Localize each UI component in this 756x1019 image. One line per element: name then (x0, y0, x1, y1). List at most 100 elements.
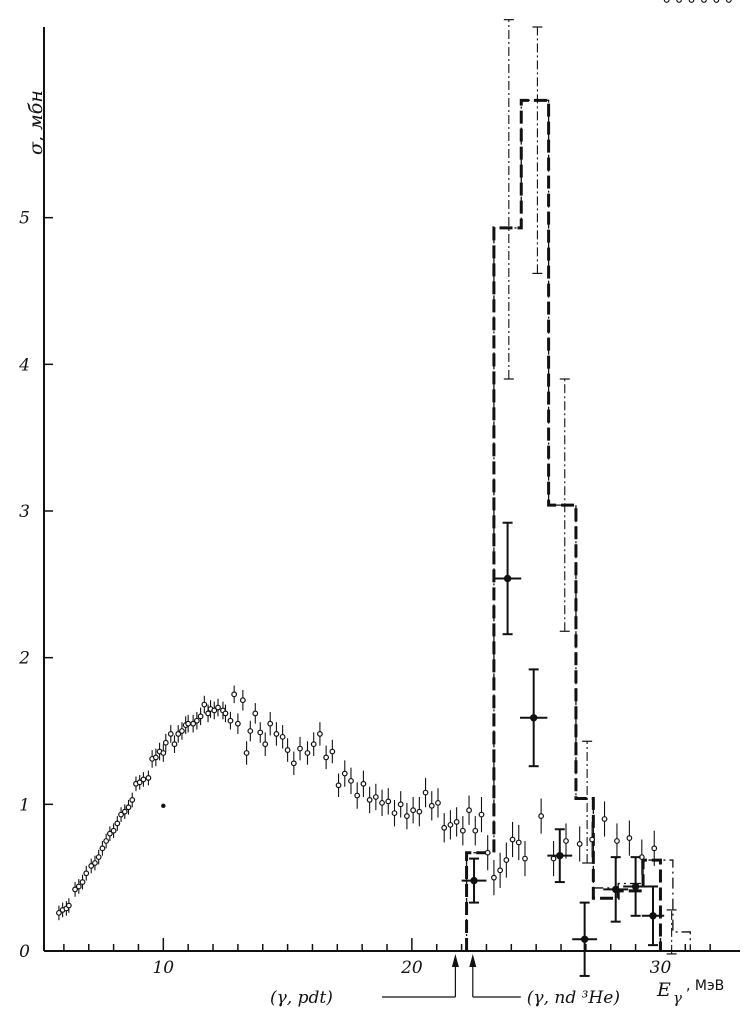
open-point (179, 728, 185, 734)
ticks: 0 1 2 3 4 5 10 20 30 (18, 209, 711, 978)
open-point (663, 0, 670, 3)
open-point (503, 857, 510, 863)
open-point (103, 838, 110, 844)
open-point (688, 0, 695, 3)
open-point (121, 808, 128, 815)
x-axis-subscript: γ (673, 989, 682, 1007)
threshold-markers: (γ, pdt) (γ, nd ³He) (270, 954, 620, 1008)
solid-point (556, 851, 564, 860)
open-point (435, 799, 441, 806)
open-point (323, 754, 330, 761)
x-axis-symbol: E (656, 979, 671, 1001)
x-tick-label: 20 (400, 958, 423, 978)
open-point (118, 811, 124, 818)
open-point (65, 902, 72, 909)
y-tick-label: 3 (19, 502, 30, 522)
x-tick-label: 30 (650, 958, 672, 978)
open-point (491, 874, 497, 881)
x-tick-label: 10 (152, 958, 174, 978)
open-point (428, 802, 435, 809)
open-point (167, 731, 174, 737)
open-point (171, 741, 178, 748)
x-axis-label: E γ , МэВ (656, 978, 724, 1007)
stray-point (161, 803, 166, 808)
open-point (231, 691, 238, 698)
open-point (725, 0, 732, 3)
open-point (422, 789, 429, 796)
open-point (329, 748, 336, 755)
open-point (416, 808, 423, 815)
dashdot-histogram-series (465, 19, 691, 955)
open-point (72, 886, 78, 893)
solid-point (612, 885, 620, 894)
open-point (310, 741, 317, 748)
open-point (360, 780, 367, 787)
open-point (125, 804, 132, 811)
open-point (99, 845, 106, 852)
open-point (160, 750, 167, 756)
open-point (304, 750, 311, 756)
open-point (441, 824, 448, 831)
threshold-arrowhead (469, 954, 477, 967)
open-point (79, 879, 86, 885)
open-point (341, 770, 348, 777)
open-point (92, 860, 98, 866)
open-point (478, 811, 485, 818)
open-point (279, 733, 286, 740)
open-point (701, 0, 707, 3)
open-point (317, 731, 323, 737)
open-point (472, 827, 479, 834)
open-point (550, 855, 557, 862)
y-axis-label: σ, мбн (25, 90, 47, 155)
solid-point (503, 574, 512, 583)
open-point (290, 760, 297, 767)
dashed-histogram-series (465, 98, 662, 951)
y-tick-label: 2 (18, 649, 30, 669)
open-point (201, 701, 208, 708)
threshold-label: (γ, pdt) (270, 988, 333, 1008)
open-point (185, 720, 192, 727)
y-tick-label: 1 (19, 795, 30, 815)
open-point (273, 731, 280, 737)
solid-point (470, 876, 478, 885)
open-point (410, 807, 417, 814)
y-tick-label: 0 (19, 942, 30, 962)
open-point (601, 816, 608, 822)
y-tick-label: 5 (19, 209, 30, 229)
open-point (651, 845, 658, 852)
open-point (515, 839, 522, 846)
open-point (197, 713, 204, 720)
axes (43, 27, 740, 952)
solid-point (529, 714, 538, 722)
open-point (252, 710, 259, 717)
open-point (145, 775, 152, 781)
open-point (56, 909, 62, 916)
open-point (222, 710, 229, 717)
open-point (262, 741, 269, 748)
open-point (215, 704, 221, 711)
open-point (453, 819, 460, 825)
solid-point (649, 912, 657, 920)
open-point (162, 739, 169, 746)
open-point (614, 838, 620, 844)
open-point (129, 797, 136, 803)
open-point (205, 710, 211, 717)
open-circle-series (56, 0, 732, 921)
open-point (522, 855, 528, 862)
open-point (175, 731, 182, 737)
open-point (243, 750, 250, 756)
open-point (626, 835, 633, 841)
open-point (713, 0, 720, 3)
open-point (140, 776, 147, 783)
open-point (348, 777, 354, 784)
solid-point-series (461, 521, 665, 977)
open-point (297, 745, 303, 752)
open-point (391, 810, 398, 817)
open-point (484, 849, 491, 856)
open-point (211, 707, 218, 714)
open-point (83, 870, 90, 877)
open-point (193, 717, 200, 724)
open-point (497, 867, 504, 874)
threshold-label: (γ, nd ³He) (527, 988, 620, 1008)
open-point (284, 747, 291, 753)
